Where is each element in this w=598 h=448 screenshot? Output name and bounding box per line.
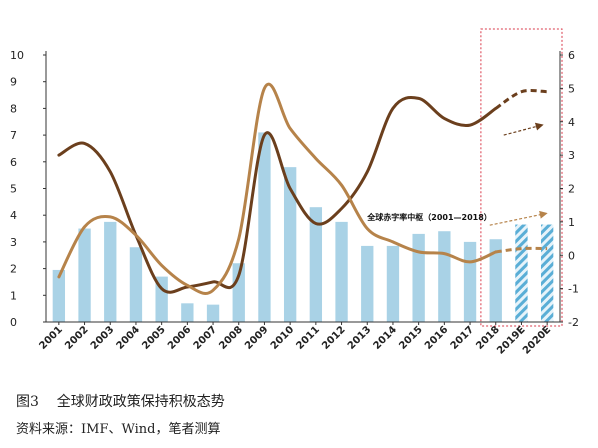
y-tick-label: 0 (10, 316, 17, 329)
bar-2003 (104, 221, 117, 322)
bar-2012 (335, 221, 348, 322)
y-tick-label: 10 (10, 49, 24, 62)
y-tick-label: 5 (10, 183, 17, 196)
bar-2009 (258, 132, 271, 322)
line-series (57, 82, 548, 295)
y-tick-label: 9 (10, 76, 17, 89)
y2-tick-label: -2 (568, 316, 579, 329)
x-tick-label: 2017 (449, 324, 476, 351)
bar-2017 (463, 241, 477, 322)
y-tick-label: 4 (10, 209, 17, 222)
bar-2006 (181, 303, 194, 322)
y-tick-label: 1 (10, 289, 17, 302)
bar-2004 (129, 247, 143, 322)
y-tick-label: 8 (10, 102, 17, 115)
y2-tick-label: 2 (568, 183, 575, 196)
figure-source: 资料来源：IMF、Wind，笔者测算 (16, 422, 221, 437)
figure-title: 图3 全球财政政策保持积极态势 (16, 394, 225, 410)
bar-2020E (540, 224, 554, 322)
forecast-box (480, 28, 563, 327)
bar-2001 (52, 269, 66, 322)
x-tick-label: 2004 (115, 324, 142, 351)
y2-tick-label: 0 (568, 249, 575, 262)
bar-2015 (412, 233, 425, 322)
fiscal-policy-chart: 012345678910-2-1012345620012002200320042… (10, 28, 579, 357)
y2-tick-label: 6 (568, 49, 575, 62)
bar-2019E (515, 224, 528, 322)
chart-annotations: 全球赤字率中枢（2001—2018） (366, 122, 548, 226)
annotation-1: 全球赤字率中枢（2001—2018） (366, 212, 492, 222)
x-tick-label: 2011 (295, 324, 322, 351)
y2-tick-label: 3 (568, 149, 575, 162)
x-tick-label: 2010 (269, 324, 296, 351)
y2-tick-label: -1 (568, 283, 579, 296)
x-tick-label: 2005 (140, 324, 167, 351)
bar-2008 (232, 263, 245, 322)
y2-tick-label: 5 (568, 82, 575, 95)
bar-2010 (283, 167, 297, 322)
x-tick-label: 2001 (38, 324, 65, 351)
y-tick-label: 7 (10, 129, 17, 142)
bar-2018 (489, 239, 502, 322)
trend-arrow-dark (503, 122, 544, 136)
x-tick-label: 2012 (320, 324, 347, 351)
x-tick-label: 2006 (166, 324, 193, 351)
x-tick-label: 2007 (192, 324, 219, 351)
bar-series (52, 132, 554, 322)
x-tick-label: 2013 (346, 324, 373, 351)
line-series-2-forecast (495, 246, 548, 254)
bar-2005 (155, 276, 168, 322)
y2-tick-label: 4 (568, 116, 575, 129)
bar-2013 (361, 245, 374, 322)
x-tick-label: 2008 (217, 324, 244, 351)
y-tick-label: 6 (10, 156, 17, 169)
bar-2002 (78, 228, 91, 322)
x-tick-label: 2002 (63, 324, 90, 351)
y2-tick-label: 1 (568, 216, 575, 229)
x-tick-label: 2016 (423, 324, 450, 351)
bar-2016 (438, 231, 451, 322)
x-tick-label: 2014 (372, 324, 399, 351)
forecast-region (480, 28, 563, 327)
x-tick-label: 2009 (243, 324, 270, 351)
x-tick-label: 2020E (521, 324, 553, 356)
x-tick-label: 2003 (89, 324, 116, 351)
line-series-1-actual (57, 96, 498, 294)
trend-arrow-light (489, 210, 548, 226)
bar-2011 (309, 207, 323, 322)
bar-2007 (206, 304, 220, 322)
y-tick-label: 3 (10, 236, 17, 249)
line-series-2-actual (57, 82, 498, 295)
bar-2014 (386, 245, 400, 322)
x-tick-label: 2015 (397, 324, 424, 351)
y-tick-label: 2 (10, 263, 17, 276)
line-series-1-forecast (494, 88, 548, 110)
